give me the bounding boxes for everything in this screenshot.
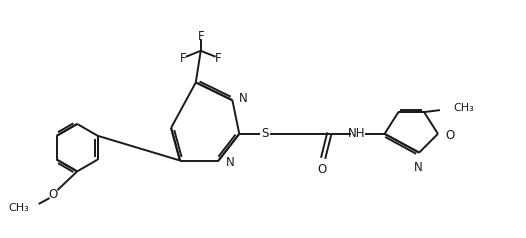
Text: F: F	[215, 52, 222, 65]
Text: F: F	[180, 52, 186, 65]
Text: N: N	[226, 156, 234, 169]
Text: O: O	[446, 129, 455, 142]
Text: S: S	[261, 127, 269, 140]
Text: F: F	[197, 30, 204, 44]
Text: N: N	[414, 160, 422, 174]
Text: O: O	[318, 163, 327, 176]
Text: N: N	[239, 92, 248, 105]
Text: CH₃: CH₃	[8, 203, 29, 213]
Text: CH₃: CH₃	[454, 103, 474, 113]
Text: O: O	[49, 188, 58, 201]
Text: NH: NH	[348, 127, 366, 140]
